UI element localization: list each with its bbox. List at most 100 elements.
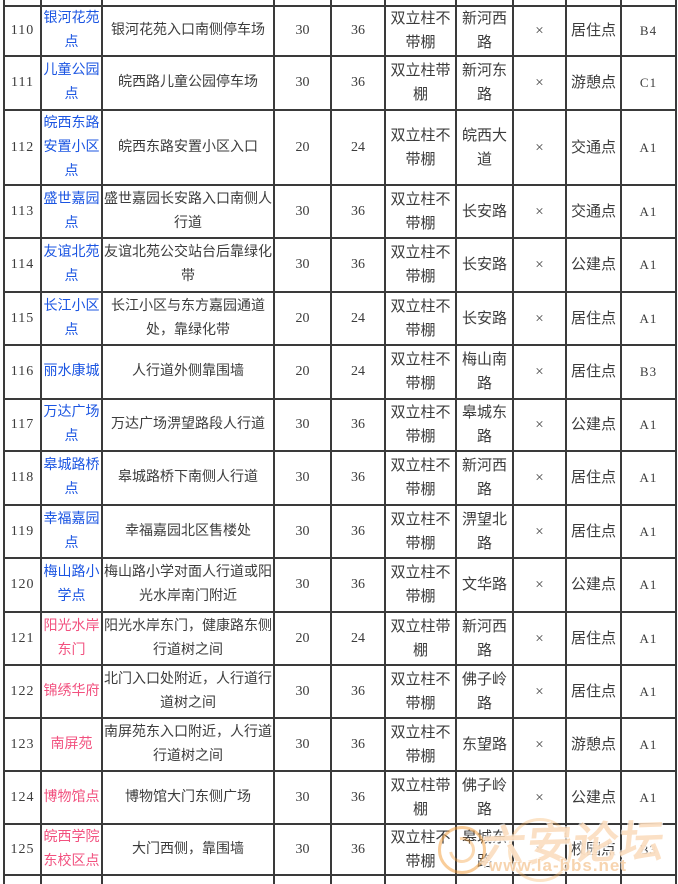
site-name-text[interactable]: 皋城路桥 点 xyxy=(43,458,100,497)
area-value: 24 xyxy=(330,344,386,400)
row-number: 115 xyxy=(3,291,42,346)
site-name-link[interactable]: 阳光水岸 东门 xyxy=(40,611,103,666)
structure-type: 双立柱不 带棚 xyxy=(384,237,457,293)
site-name-text[interactable]: 梅山路小 学点 xyxy=(43,565,100,604)
site-name-link[interactable]: 南屏苑 xyxy=(40,717,103,772)
road-name: 长安路 xyxy=(455,291,514,346)
category-label: 交通点 xyxy=(565,184,622,239)
site-name-text[interactable]: 锦绣华府 xyxy=(43,683,100,699)
category-label: 公建点 xyxy=(565,557,622,613)
road-name: 皋城东 路 xyxy=(455,823,514,876)
type-code: A1 xyxy=(620,770,677,825)
site-name-text[interactable]: 博物馆点 xyxy=(43,789,100,805)
row-number: 117 xyxy=(3,398,42,452)
road-name: 皖西大 道 xyxy=(455,109,514,186)
category-label: 游憩点 xyxy=(565,717,622,772)
cross-mark: × xyxy=(512,237,567,293)
site-name-link[interactable]: 友谊北苑 点 xyxy=(40,237,103,293)
quantity-value: 30 xyxy=(273,770,332,825)
site-name-link[interactable]: 皖西学院 东校区点 xyxy=(40,823,103,876)
area-value: 36 xyxy=(330,398,386,452)
area-value: 36 xyxy=(330,450,386,506)
structure-type: 双立柱带 棚 xyxy=(384,770,457,825)
area-value: 36 xyxy=(330,770,386,825)
quantity-value: 30 xyxy=(273,717,332,772)
row-number: 116 xyxy=(3,344,42,400)
empty-cell xyxy=(273,0,332,7)
row-number: 122 xyxy=(3,664,42,719)
category-label: 居住点 xyxy=(565,291,622,346)
site-name-text[interactable]: 幸福嘉园 点 xyxy=(43,511,100,551)
cross-mark: × xyxy=(512,664,567,719)
table-row: 116 丽水康城 人行道外侧靠围墙 20 24 双立柱不 带棚 梅山南 路 × 居住点 B3 xyxy=(3,344,677,400)
site-name-text[interactable]: 皖西学院 东校区点 xyxy=(43,829,100,869)
site-name-link[interactable]: 银河花苑 点 xyxy=(40,5,103,57)
location-description: 大门西侧，靠围墙 xyxy=(101,823,275,876)
road-name: 长安路 xyxy=(455,237,514,293)
row-number: 112 xyxy=(3,109,42,186)
area-value: 36 xyxy=(330,823,386,876)
table-row: 114 友谊北苑 点友谊北苑公交站台后靠绿化 带 30 36 双立柱不 带棚 长安路 × 公建… xyxy=(3,237,677,293)
area-value: 36 xyxy=(330,55,386,111)
location-description: 博物馆大门东侧广场 xyxy=(101,770,275,825)
site-name-text[interactable]: 阳光水岸 东门 xyxy=(43,618,100,658)
location-description: 阳光水岸东门，健康路东侧 行道树之间 xyxy=(101,611,275,666)
cross-mark: × xyxy=(512,5,567,57)
cross-mark: × xyxy=(512,557,567,613)
site-name-link[interactable]: 皋城路桥 点 xyxy=(40,450,103,506)
type-code: A1 xyxy=(620,398,677,452)
location-description: 万达广场淠望路段人行道 xyxy=(101,398,275,452)
site-name-text[interactable]: 银河花苑 点 xyxy=(43,11,100,50)
site-name-text[interactable]: 儿童公园 点 xyxy=(43,63,100,102)
road-name: 文华路 xyxy=(455,557,514,613)
site-name-text[interactable]: 长江小区 点 xyxy=(43,298,100,338)
site-name-text[interactable]: 友谊北苑 点 xyxy=(43,245,100,284)
empty-cell xyxy=(40,874,103,884)
site-name-text[interactable]: 南屏苑 xyxy=(50,736,93,752)
site-name-link[interactable]: 皖西东路 安置小区 点 xyxy=(40,109,103,186)
empty-cell xyxy=(455,874,514,884)
area-value: 36 xyxy=(330,557,386,613)
site-name-link[interactable]: 长江小区 点 xyxy=(40,291,103,346)
category-label: 居住点 xyxy=(565,504,622,559)
type-code: A1 xyxy=(620,291,677,346)
cross-mark: × xyxy=(512,717,567,772)
site-name-link[interactable]: 梅山路小 学点 xyxy=(40,557,103,613)
site-name-link[interactable]: 锦绣华府 xyxy=(40,664,103,719)
row-number: 121 xyxy=(3,611,42,666)
type-code: B3 xyxy=(620,823,677,876)
row-number: 119 xyxy=(3,504,42,559)
area-value: 36 xyxy=(330,717,386,772)
site-name-text[interactable]: 丽水康城 xyxy=(43,364,100,379)
location-description: 北门入口处附近，人行道行 道树之间 xyxy=(101,664,275,719)
site-name-link[interactable]: 幸福嘉园 点 xyxy=(40,504,103,559)
quantity-value: 30 xyxy=(273,823,332,876)
quantity-value: 30 xyxy=(273,504,332,559)
structure-type: 双立柱不 带棚 xyxy=(384,823,457,876)
site-name-text[interactable]: 万达广场 点 xyxy=(43,405,100,444)
site-name-link[interactable]: 万达广场 点 xyxy=(40,398,103,452)
empty-cell xyxy=(101,874,275,884)
site-name-link[interactable]: 儿童公园 点 xyxy=(40,55,103,111)
row-number: 111 xyxy=(3,55,42,111)
category-label: 居住点 xyxy=(565,5,622,57)
site-name-text[interactable]: 盛世嘉园 点 xyxy=(43,191,100,231)
site-name-text[interactable]: 皖西东路 安置小区 点 xyxy=(43,115,100,179)
cross-mark: × xyxy=(512,611,567,666)
quantity-value: 30 xyxy=(273,184,332,239)
table-row: 124 博物馆点 博物馆大门东侧广场 30 36 双立柱带 棚佛子岭 路 × 公建点 A1 xyxy=(3,770,677,825)
row-number: 113 xyxy=(3,184,42,239)
structure-type: 双立柱不 带棚 xyxy=(384,109,457,186)
empty-cell xyxy=(101,0,275,7)
table-row: 113 盛世嘉园 点盛世嘉园长安路入口南侧人 行道 30 36 双立柱不 带棚 长安路 × 交… xyxy=(3,184,677,239)
table-row: 122 锦绣华府 北门入口处附近，人行道行 道树之间 30 36 双立柱不 带棚 佛子岭 路… xyxy=(3,664,677,719)
empty-cell xyxy=(3,874,42,884)
category-label: 居住点 xyxy=(565,664,622,719)
site-name-link[interactable]: 博物馆点 xyxy=(40,770,103,825)
row-number: 110 xyxy=(3,5,42,57)
site-name-link[interactable]: 丽水康城 xyxy=(40,344,103,400)
row-number: 123 xyxy=(3,717,42,772)
road-name: 淠望北 路 xyxy=(455,504,514,559)
site-name-link[interactable]: 盛世嘉园 点 xyxy=(40,184,103,239)
table-row: 115 长江小区 点长江小区与东方嘉园通道 处，靠绿化带 20 24 双立柱不 带棚 长安… xyxy=(3,291,677,346)
